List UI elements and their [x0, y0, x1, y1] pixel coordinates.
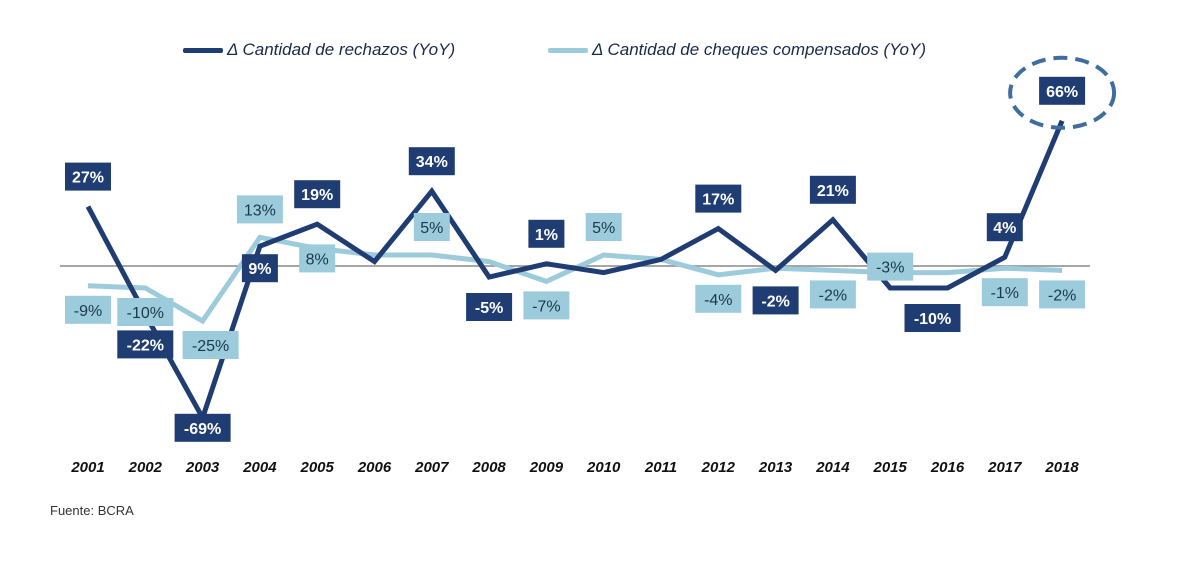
data-label-box	[1039, 280, 1086, 309]
data-label-box	[182, 331, 239, 359]
data-label-box	[236, 195, 283, 224]
x-tick-label: 2014	[815, 459, 850, 476]
data-label-box	[528, 219, 565, 248]
data-label-box	[981, 278, 1028, 307]
legend-label: Δ Cantidad de cheques compensados (YoY)	[592, 40, 926, 59]
data-label: 19%	[301, 187, 333, 204]
data-label-box	[1039, 76, 1086, 105]
legend-item-rechazos: Δ Cantidad de rechazos (YoY)	[183, 40, 455, 60]
data-label: 13%	[244, 202, 276, 219]
data-label: 21%	[817, 183, 849, 200]
data-label: -5%	[475, 300, 503, 317]
legend-swatch	[548, 47, 588, 53]
data-label: 1%	[535, 227, 558, 244]
data-label: -69%	[184, 421, 221, 438]
data-label-box	[523, 291, 570, 320]
data-label: -10%	[127, 305, 164, 322]
series-line-0	[85, 119, 1065, 424]
data-label-box	[408, 147, 455, 176]
source-note: Fuente: BCRA	[50, 503, 134, 518]
data-label: 5%	[592, 220, 615, 237]
data-label: -2%	[819, 287, 847, 304]
data-label-box	[809, 175, 856, 204]
data-label-box	[294, 180, 341, 209]
data-label: -10%	[914, 311, 951, 328]
x-tick-label: 2004	[242, 459, 277, 476]
x-tick-label: 2013	[758, 459, 793, 476]
data-label-box	[65, 162, 111, 191]
x-tick-label: 2001	[70, 459, 104, 476]
data-label: 34%	[416, 154, 448, 171]
data-label: 4%	[993, 220, 1016, 237]
data-label-box	[299, 244, 336, 273]
data-label-box	[904, 304, 961, 332]
data-label: 5%	[420, 220, 443, 237]
data-label: -2%	[761, 293, 789, 310]
data-label-box	[117, 330, 174, 359]
data-label: 27%	[72, 170, 104, 187]
x-tick-label: 2003	[185, 459, 220, 476]
data-label: -9%	[74, 303, 102, 320]
data-label: 8%	[306, 251, 329, 268]
legend-label: Δ Cantidad de rechazos (YoY)	[227, 40, 456, 59]
data-label-box	[241, 254, 278, 283]
x-tick-label: 2017	[987, 459, 1022, 476]
highlight-circle	[1008, 55, 1117, 130]
data-label-box	[695, 184, 742, 213]
data-label: -3%	[876, 260, 904, 277]
x-tick-label: 2015	[873, 459, 908, 476]
x-tick-label: 2005	[300, 459, 335, 476]
data-label-box	[413, 213, 450, 241]
x-tick-label: 2002	[128, 459, 163, 476]
legend-swatch	[183, 47, 223, 53]
data-label-box	[867, 252, 914, 281]
x-tick-label: 2011	[644, 459, 677, 476]
x-tick-label: 2016	[930, 459, 965, 476]
data-label-box	[809, 280, 856, 309]
x-tick-label: 2018	[1044, 459, 1079, 476]
data-label-box	[585, 213, 622, 241]
x-tick-label: 2006	[357, 459, 392, 476]
x-tick-label: 2012	[701, 459, 736, 476]
data-label-box	[986, 213, 1023, 242]
data-label: -2%	[1048, 287, 1076, 304]
data-label-box	[174, 413, 231, 442]
data-label: -22%	[127, 337, 164, 354]
legend-item-cheques: Δ Cantidad de cheques compensados (YoY)	[548, 40, 926, 60]
x-tick-label: 2008	[471, 459, 506, 476]
data-label-box	[752, 286, 799, 315]
data-label-box	[117, 298, 174, 326]
data-label: 66%	[1046, 84, 1078, 101]
data-label-box	[695, 284, 742, 313]
data-label-box	[65, 295, 111, 324]
data-label: -4%	[704, 292, 732, 309]
data-label: -7%	[532, 298, 560, 315]
data-label: -25%	[192, 338, 229, 355]
x-tick-label: 2009	[529, 459, 564, 476]
x-tick-label: 2010	[586, 459, 621, 476]
data-label: 17%	[702, 192, 734, 209]
data-label-box	[466, 293, 513, 321]
x-tick-label: 2007	[414, 459, 449, 476]
data-label: -1%	[991, 285, 1019, 302]
data-label: 9%	[248, 261, 271, 278]
